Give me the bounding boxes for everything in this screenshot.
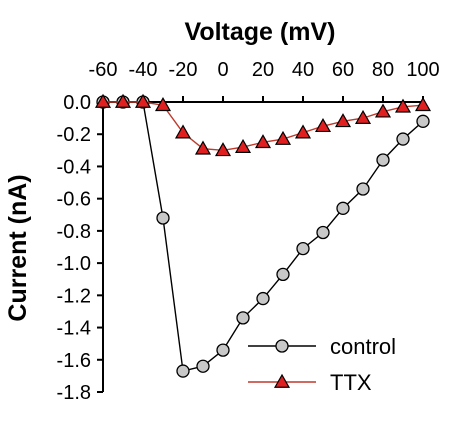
legend-marker-control [275, 339, 289, 353]
data-point-ttx [274, 130, 292, 145]
y-tick-label: -0.6 [57, 189, 91, 211]
data-point-control [356, 182, 370, 196]
data-point-control [396, 132, 410, 146]
x-tick-label: 20 [252, 59, 274, 81]
data-point-ttx [394, 98, 412, 113]
legend-label-control: control [330, 334, 396, 359]
data-point-ttx [414, 97, 432, 112]
data-point-ttx [314, 117, 332, 133]
y-axis-title: Current (nA) [4, 174, 32, 321]
x-tick-label: 80 [372, 59, 394, 81]
data-point-ttx [374, 103, 392, 118]
data-point-ttx [294, 124, 312, 139]
y-tick-label: -1.0 [57, 253, 91, 275]
data-point-ttx [254, 134, 272, 149]
data-point-control [156, 211, 170, 225]
y-tick-label: -0.8 [57, 221, 91, 243]
data-point-ttx [114, 93, 132, 108]
series-ttx [94, 93, 432, 157]
data-point-ttx [214, 142, 232, 157]
data-point-control [336, 201, 350, 215]
data-point-control [236, 311, 250, 325]
x-tick-label: 0 [217, 59, 228, 81]
y-tick-label: -1.8 [57, 382, 91, 404]
legend-label-ttx: TTX [330, 370, 372, 395]
data-point-control [216, 343, 230, 357]
y-tick-label: -0.2 [57, 124, 91, 146]
data-point-ttx [354, 109, 372, 124]
x-tick-label: -20 [169, 59, 198, 81]
legend: control TTX [248, 334, 396, 395]
data-point-control [256, 291, 270, 306]
x-tick-label: 40 [292, 59, 314, 81]
data-point-control [376, 153, 390, 167]
y-tick-label: -1.4 [57, 318, 91, 340]
data-point-ttx [134, 93, 152, 108]
x-tick-label: -60 [89, 59, 118, 81]
x-tick-label: -40 [129, 59, 158, 81]
data-point-control [316, 225, 330, 240]
data-point-ttx [194, 140, 212, 155]
data-point-control [296, 241, 310, 256]
legend-marker-ttx [273, 373, 291, 388]
data-point-ttx [174, 124, 192, 139]
x-axis-title: Voltage (mV) [185, 18, 336, 46]
series-control [96, 95, 430, 378]
data-point-control [176, 364, 190, 378]
y-tick-label: -0.4 [57, 156, 91, 178]
y-tick-label: 0.0 [63, 92, 91, 114]
data-point-control [276, 267, 290, 282]
x-tick-label: 100 [406, 59, 439, 81]
x-axis-ticks: -60 -40 -20 0 20 40 60 80 100 [89, 59, 440, 102]
x-tick-label: 60 [332, 59, 354, 81]
legend-item-ttx: TTX [248, 370, 372, 395]
y-axis-ticks: 0.0 -0.2 -0.4 -0.6 -0.8 -1.0 -1.2 -1.4 -1.6 -1.8 [57, 92, 103, 404]
data-point-control [416, 114, 430, 128]
y-tick-label: -1.6 [57, 350, 91, 372]
data-point-ttx [94, 93, 112, 108]
y-tick-label: -1.2 [57, 285, 91, 307]
data-point-control [196, 359, 210, 373]
legend-item-control: control [248, 334, 396, 359]
data-point-ttx [154, 97, 172, 112]
data-point-ttx [334, 113, 352, 128]
series-layer [94, 93, 432, 378]
data-point-ttx [234, 138, 252, 153]
